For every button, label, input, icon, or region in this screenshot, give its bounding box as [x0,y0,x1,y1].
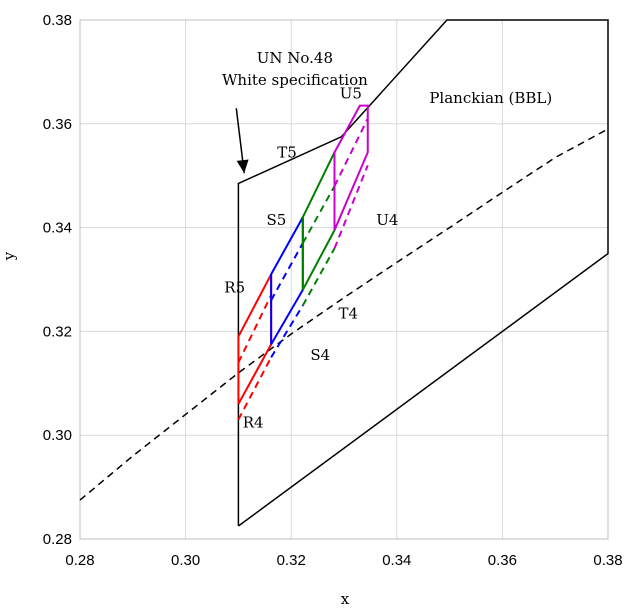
annotation-u5: U5 [340,84,362,102]
x-axis-title: x [341,590,350,608]
plot-frame [79,19,609,540]
annotation-s4: S4 [310,346,330,364]
x-tick-label: 0.36 [488,552,517,569]
x-tick-label: 0.28 [65,552,94,569]
annotation-r5: R5 [224,278,245,296]
x-tick-label: 0.30 [171,552,200,569]
series-un-no-48-white-specification [237,19,609,527]
y-tick-label: 0.36 [43,116,72,133]
annotation-un48-line1: UN No.48 [257,49,333,67]
y-tick-label: 0.34 [43,220,72,237]
x-tick-label: 0.32 [277,552,306,569]
annotation-s5: S5 [267,211,287,229]
annotations: UN No.48 White specification Planckian (BB… [222,49,552,431]
series-planckian-bbl [79,128,609,501]
series-s-mid [270,242,304,301]
y-tick-label: 0.28 [43,531,72,548]
series-group [79,19,609,527]
x-tick-label: 0.34 [382,552,411,569]
y-tick-labels: 0.28 0.30 0.32 0.34 0.36 0.38 [43,12,72,548]
arrow-head [236,159,249,174]
series-u-mid [333,118,369,187]
series-u4 [333,164,369,249]
series-r-mid [237,294,273,363]
series-s4 [270,304,304,358]
series-t4 [301,247,336,306]
annotation-t5: T5 [277,144,297,162]
y-axis-title: y [0,251,18,261]
series-u5 [333,104,369,231]
x-tick-label: 0.38 [593,552,622,569]
grid [79,19,609,540]
y-tick-label: 0.38 [43,12,72,29]
series-t-mid [301,185,336,244]
annotation-arrow [235,108,249,174]
annotation-un48-line2: White specification [222,71,368,89]
annotation-planckian: Planckian (BBL) [429,89,552,107]
y-tick-label: 0.30 [43,427,72,444]
y-tick-label: 0.32 [43,323,72,340]
annotation-t4: T4 [338,304,358,322]
x-tick-labels: 0.28 0.30 0.32 0.34 0.36 0.38 [65,552,622,569]
annotation-u4: U4 [376,211,398,229]
annotation-r4: R4 [243,413,264,431]
